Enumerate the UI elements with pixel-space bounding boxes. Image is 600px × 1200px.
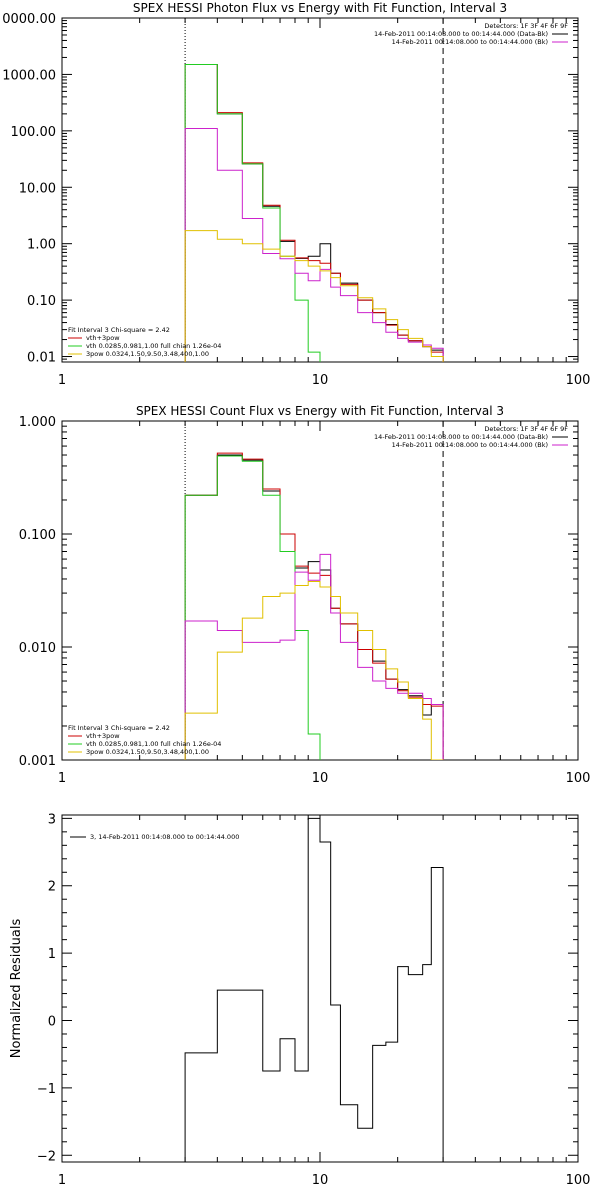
y-tick-label: 0.100 — [19, 528, 56, 543]
legend-entry: 3pow 0.0324,1.50,9.50,3.48,400,1.00 — [86, 350, 209, 358]
legend-entry: Fit Interval 3 Chi-square = 2.42 — [68, 724, 170, 732]
series-line-2 — [184, 452, 444, 760]
y-tick-label: −2 — [37, 1149, 56, 1164]
series-line-1 — [184, 454, 444, 760]
series-line-3 — [184, 63, 321, 362]
series-line-5 — [184, 580, 444, 760]
legend-entry: vth+3pow — [86, 732, 120, 740]
x-tick-label: 1 — [58, 1173, 66, 1188]
y-tick-label: 0.10 — [27, 294, 56, 309]
legend-entry: Fit Interval 3 Chi-square = 2.42 — [68, 326, 170, 334]
y-tick-label: 3 — [48, 812, 56, 827]
legend-entry: 14-Feb-2011 00:14:08.000 to 00:14:44.000… — [374, 30, 548, 38]
legend-entry: 3pow 0.0324,1.50,9.50,3.48,400,1.00 — [86, 748, 209, 756]
x-tick-label: 1 — [58, 373, 66, 388]
series-line-3 — [184, 455, 321, 760]
legend-entry: vth 0.0285,0.981,1.00 full chian 1.26e-0… — [86, 342, 221, 350]
y-tick-label: 0.010 — [19, 641, 56, 656]
series-line-2 — [184, 63, 444, 362]
series-line-4 — [184, 128, 444, 362]
y-tick-label: 0 — [48, 1015, 56, 1030]
series-line-4 — [184, 553, 444, 760]
series-line-1 — [184, 817, 444, 1162]
x-tick-label: 1 — [58, 771, 66, 786]
legend-entry: 14-Feb-2011 00:14:08.000 to 00:14:44.000… — [374, 433, 548, 441]
chart-panel-1: SPEX HESSI Photon Flux vs Energy with Fi… — [2, 1, 591, 388]
y-tick-label: −1 — [37, 1082, 56, 1097]
y-tick-label: 1.00 — [27, 238, 56, 253]
chart-panel-2: SPEX HESSI Count Flux vs Energy with Fit… — [19, 404, 591, 786]
y-tick-label: 0.01 — [27, 351, 56, 366]
legend-entry: Detectors: 1F 3F 4F 6F 9F — [484, 425, 568, 433]
legend-entry: vth 0.0285,0.981,1.00 full chian 1.26e-0… — [86, 740, 221, 748]
y-tick-label: 100.00 — [11, 125, 57, 140]
x-tick-label: 100 — [566, 771, 591, 786]
axes-frame — [61, 17, 579, 363]
x-tick-label: 10 — [312, 771, 329, 786]
legend-entry: 3, 14-Feb-2011 00:14:08.000 to 00:14:44.… — [90, 833, 239, 841]
y-axis-label: Normalized Residuals — [9, 919, 24, 1059]
chart-title: SPEX HESSI Count Flux vs Energy with Fit… — [136, 404, 504, 418]
axes-frame — [61, 420, 579, 761]
y-tick-label: 1000.00 — [2, 68, 56, 83]
legend-entry: vth+3pow — [86, 334, 120, 342]
axes-frame — [61, 814, 579, 1163]
y-tick-label: 0.001 — [19, 754, 56, 769]
x-tick-label: 10 — [312, 373, 329, 388]
y-tick-label: 1.000 — [19, 415, 56, 430]
y-tick-label: 2 — [48, 880, 56, 895]
chart-title: SPEX HESSI Photon Flux vs Energy with Fi… — [133, 1, 507, 15]
x-tick-label: 10 — [312, 1173, 329, 1188]
series-line-5 — [184, 230, 444, 362]
y-tick-label: 1 — [48, 947, 56, 962]
legend-entry: 14-Feb-2011 00:14:08.000 to 00:14:44.000… — [392, 441, 548, 449]
legend-entry: Detectors: 1F 3F 4F 6F 9F — [484, 22, 568, 30]
y-tick-label: 0000.00 — [2, 12, 56, 27]
x-tick-label: 100 — [566, 373, 591, 388]
series-line-1 — [184, 63, 444, 362]
x-tick-label: 100 — [566, 1173, 591, 1188]
y-tick-label: 10.00 — [19, 181, 56, 196]
legend-entry: 14-Feb-2011 00:14:08.000 to 00:14:44.000… — [392, 38, 548, 46]
